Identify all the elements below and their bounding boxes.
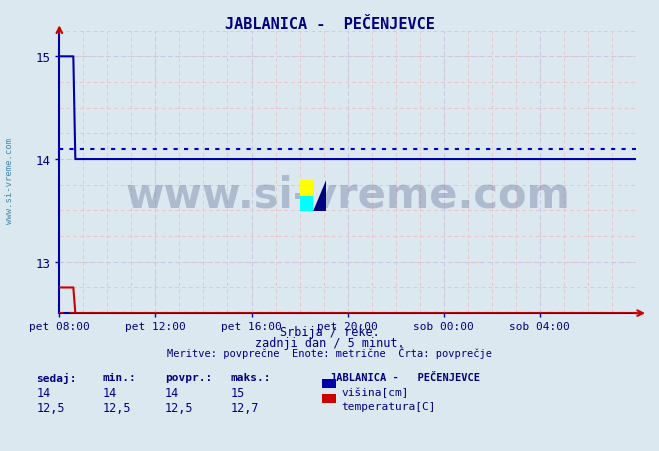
Text: maks.:: maks.: bbox=[231, 372, 271, 382]
Polygon shape bbox=[313, 180, 326, 212]
Bar bbox=[300, 196, 313, 212]
Text: 14: 14 bbox=[36, 387, 51, 400]
Bar bbox=[300, 180, 313, 196]
Text: Srbija / reke.: Srbija / reke. bbox=[279, 326, 380, 339]
Text: 12,7: 12,7 bbox=[231, 401, 259, 414]
Text: temperatura[C]: temperatura[C] bbox=[341, 401, 436, 411]
Text: 14: 14 bbox=[165, 387, 179, 400]
Bar bbox=[313, 180, 326, 212]
Text: Meritve: povprečne  Enote: metrične  Črta: povprečje: Meritve: povprečne Enote: metrične Črta:… bbox=[167, 346, 492, 359]
Text: 15: 15 bbox=[231, 387, 245, 400]
Text: sedaj:: sedaj: bbox=[36, 372, 76, 383]
Text: JABLANICA -  PEČENJEVCE: JABLANICA - PEČENJEVCE bbox=[225, 17, 434, 32]
Text: 14: 14 bbox=[102, 387, 117, 400]
Text: min.:: min.: bbox=[102, 372, 136, 382]
Text: 12,5: 12,5 bbox=[102, 401, 130, 414]
Text: www.si-vreme.com: www.si-vreme.com bbox=[5, 138, 14, 223]
Text: www.si-vreme.com: www.si-vreme.com bbox=[125, 174, 570, 216]
Text: 12,5: 12,5 bbox=[36, 401, 65, 414]
Text: povpr.:: povpr.: bbox=[165, 372, 212, 382]
Text: zadnji dan / 5 minut.: zadnji dan / 5 minut. bbox=[254, 336, 405, 349]
Text: 12,5: 12,5 bbox=[165, 401, 193, 414]
Text: višina[cm]: višina[cm] bbox=[341, 387, 409, 397]
Text: JABLANICA -   PEČENJEVCE: JABLANICA - PEČENJEVCE bbox=[330, 372, 480, 382]
